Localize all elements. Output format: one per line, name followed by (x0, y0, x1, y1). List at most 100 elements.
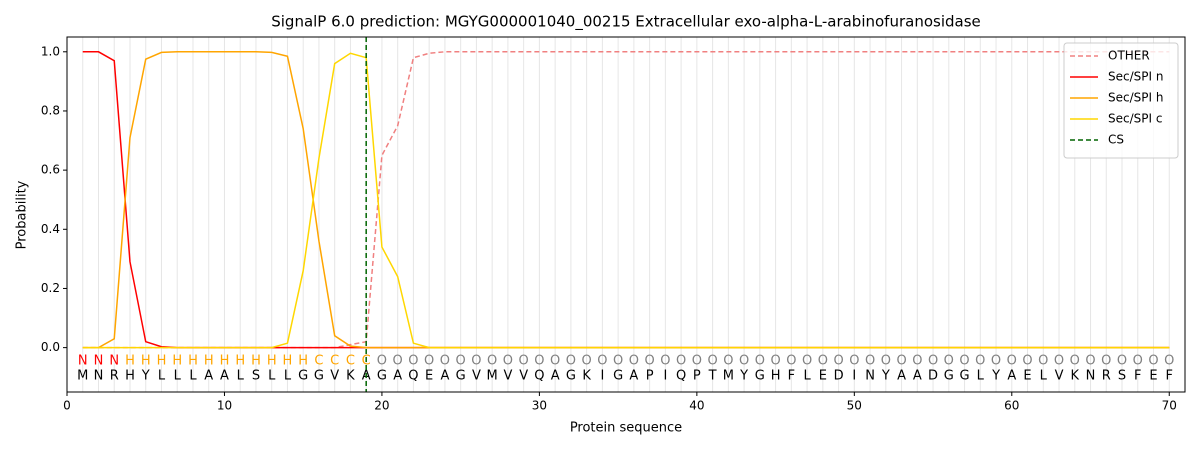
x-tick-label: 20 (374, 399, 389, 413)
residue: V (1055, 369, 1064, 384)
residue-label: O (1070, 354, 1080, 369)
y-tick-label: 0.2 (41, 281, 60, 295)
residue: Q (408, 369, 418, 384)
residue-label: O (991, 354, 1001, 369)
residue-label: H (157, 354, 167, 369)
residue: Y (881, 369, 890, 384)
residue: S (252, 369, 260, 384)
residue-label: H (172, 354, 182, 369)
x-tick-label: 10 (217, 399, 232, 413)
residue: Q (676, 369, 686, 384)
residue-label: O (566, 354, 576, 369)
residue: M (487, 369, 498, 384)
residue-label: O (1007, 354, 1017, 369)
residue-label: O (975, 354, 985, 369)
residue-label: O (1101, 354, 1111, 369)
residue-label: H (251, 354, 261, 369)
residue: G (755, 369, 765, 384)
x-tick-label: 60 (1004, 399, 1019, 413)
residue-label: O (912, 354, 922, 369)
residue-label: O (1054, 354, 1064, 369)
residue-label: O (629, 354, 639, 369)
residue: L (237, 369, 245, 384)
residue-label: O (534, 354, 544, 369)
residue: G (456, 369, 466, 384)
residue-label: O (1133, 354, 1143, 369)
residue-label: H (188, 354, 198, 369)
residue-label: O (865, 354, 875, 369)
residue: L (189, 369, 197, 384)
residue: Q (534, 369, 544, 384)
legend-label: Sec/SPI n (1108, 70, 1163, 84)
residue-label: O (582, 354, 592, 369)
x-axis-label: Protein sequence (570, 421, 682, 436)
residue-label: O (818, 354, 828, 369)
residue: Y (991, 369, 1000, 384)
residue-label: H (220, 354, 230, 369)
residue: L (174, 369, 182, 384)
residue: P (646, 369, 654, 384)
residue-label: H (141, 354, 151, 369)
series-line (82, 51, 1170, 349)
residue-label: O (849, 354, 859, 369)
residue: L (977, 369, 985, 384)
residue: F (1166, 369, 1173, 384)
residue: A (1007, 369, 1016, 384)
residue-label: O (755, 354, 765, 369)
residue: E (819, 369, 827, 384)
series-line (82, 52, 1170, 349)
residue: T (708, 369, 717, 384)
residue: Y (141, 369, 150, 384)
residue-label: O (1038, 354, 1048, 369)
residue: A (551, 369, 560, 384)
residue: V (503, 369, 512, 384)
residue: V (519, 369, 528, 384)
y-tick-label: 0.0 (41, 340, 60, 354)
residue: G (613, 369, 623, 384)
residue: G (960, 369, 970, 384)
residue: R (110, 369, 119, 384)
residue: M (723, 369, 734, 384)
residue-label: N (109, 354, 119, 369)
x-tick-label: 30 (532, 399, 547, 413)
y-tick-label: 0.8 (41, 103, 60, 117)
series-line (82, 51, 1170, 349)
residue-label: O (833, 354, 843, 369)
residue-label: H (235, 354, 245, 369)
residue: D (928, 369, 938, 384)
y-axis-label: Probability (15, 180, 30, 249)
y-tick-label: 1.0 (41, 44, 60, 58)
residue: L (1040, 369, 1048, 384)
residue: K (582, 369, 591, 384)
legend-box (1063, 42, 1179, 159)
residue: L (268, 369, 276, 384)
residue: A (204, 369, 213, 384)
residue-label: O (1148, 354, 1158, 369)
residue-label: H (283, 354, 293, 369)
residue: G (314, 369, 324, 384)
residue: E (1149, 369, 1157, 384)
residue: F (1134, 369, 1141, 384)
residue: G (377, 369, 387, 384)
residue-label: O (928, 354, 938, 369)
x-tick-label: 0 (63, 399, 71, 413)
residue-label: O (597, 354, 607, 369)
residue-label: O (676, 354, 686, 369)
residue-label: O (487, 354, 497, 369)
residue-label: O (692, 354, 702, 369)
residue-label: O (1117, 354, 1127, 369)
residue: N (865, 369, 875, 384)
residue: R (1102, 369, 1111, 384)
residue: G (944, 369, 954, 384)
residue: G (566, 369, 576, 384)
residue-label: O (393, 354, 403, 369)
residue-label: O (959, 354, 969, 369)
residue-label: O (377, 354, 387, 369)
residue-label: O (723, 354, 733, 369)
residue-label: O (645, 354, 655, 369)
residue: A (220, 369, 229, 384)
plot-frame (66, 36, 1186, 393)
residue-label: O (881, 354, 891, 369)
residue-label: O (770, 354, 780, 369)
legend-label: Sec/SPI h (1108, 91, 1163, 105)
